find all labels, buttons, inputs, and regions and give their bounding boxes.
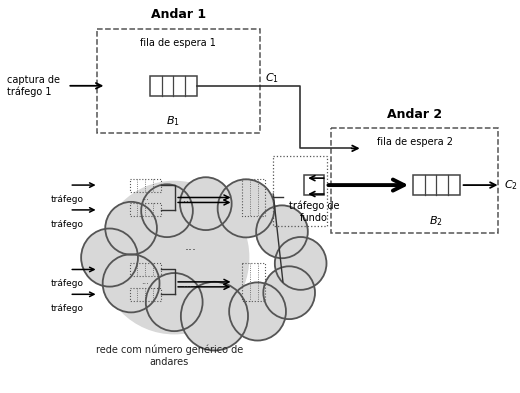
Text: ...: ...	[183, 195, 192, 204]
Text: $C_1$: $C_1$	[266, 71, 279, 85]
Text: ...: ...	[141, 277, 149, 286]
Bar	[273, 156, 327, 226]
Text: $C_2$: $C_2$	[504, 178, 518, 192]
Text: ...: ...	[185, 240, 197, 253]
Circle shape	[218, 179, 275, 237]
Bar	[413, 175, 460, 195]
Bar	[129, 179, 161, 191]
Circle shape	[180, 177, 231, 230]
Bar	[129, 263, 161, 276]
Bar	[242, 179, 266, 217]
Bar	[129, 288, 161, 301]
Bar	[242, 263, 266, 301]
Bar	[129, 204, 161, 217]
Circle shape	[229, 283, 286, 340]
Circle shape	[141, 184, 193, 237]
Text: $B_2$: $B_2$	[430, 214, 443, 228]
Text: $B_1$: $B_1$	[166, 115, 180, 129]
Text: tráfego de
fundo: tráfego de fundo	[289, 201, 339, 223]
Text: tráfego: tráfego	[51, 279, 84, 288]
Text: tráfego: tráfego	[51, 220, 84, 229]
Circle shape	[81, 228, 138, 286]
Bar	[97, 29, 259, 134]
Circle shape	[256, 206, 308, 258]
Text: captura de
tráfego 1: captura de tráfego 1	[7, 75, 60, 97]
Bar	[150, 76, 197, 96]
Text: rede com número genérico de
andares: rede com número genérico de andares	[96, 345, 243, 367]
Text: fila de espera 2: fila de espera 2	[377, 138, 453, 147]
Text: tráfego: tráfego	[51, 304, 84, 313]
Text: ...: ...	[141, 193, 149, 202]
Bar	[304, 175, 324, 195]
Text: Andar 2: Andar 2	[387, 108, 443, 121]
Circle shape	[275, 237, 327, 290]
Circle shape	[181, 282, 248, 351]
Circle shape	[146, 273, 203, 331]
Bar	[331, 129, 499, 233]
Text: tráfego: tráfego	[51, 195, 84, 204]
Text: ...: ...	[183, 279, 192, 289]
Circle shape	[105, 202, 157, 255]
Text: Andar 1: Andar 1	[150, 8, 205, 21]
Text: fila de espera 1: fila de espera 1	[140, 38, 216, 48]
Circle shape	[100, 182, 249, 334]
Circle shape	[263, 266, 315, 319]
Circle shape	[102, 254, 160, 312]
